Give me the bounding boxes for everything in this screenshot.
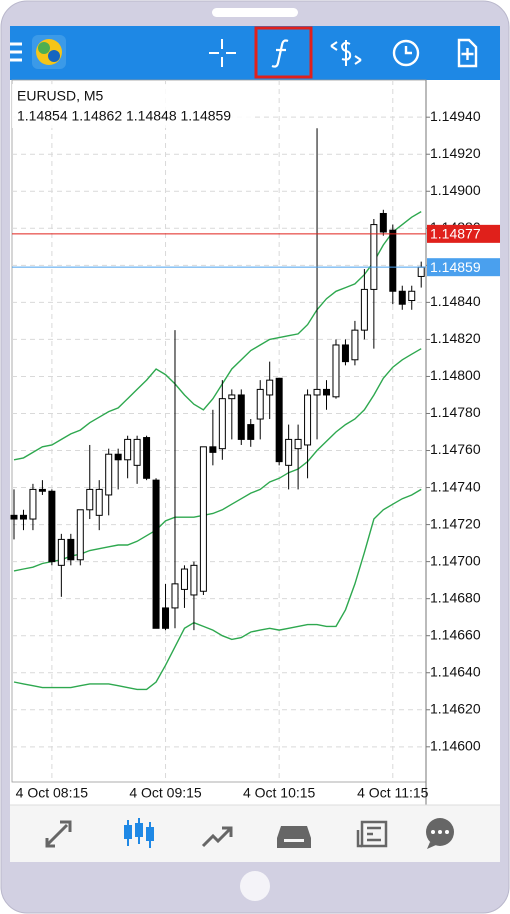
candle-body bbox=[180, 568, 188, 590]
candle-body bbox=[124, 438, 132, 461]
y-tick-label: 1.14900 bbox=[430, 182, 481, 198]
y-tick-label: 1.14740 bbox=[430, 478, 481, 494]
candle-body bbox=[171, 583, 179, 609]
quotes-tab[interactable] bbox=[45, 820, 72, 848]
plot bbox=[10, 128, 426, 691]
bollinger-band bbox=[13, 488, 422, 691]
candle-body bbox=[199, 446, 207, 592]
candle-body bbox=[341, 344, 349, 363]
price-tag bbox=[427, 224, 500, 243]
candle-body bbox=[209, 446, 217, 453]
bollinger-band bbox=[13, 210, 422, 461]
history-tab[interactable] bbox=[277, 826, 311, 848]
candle-body bbox=[417, 266, 425, 277]
candle-body bbox=[29, 488, 37, 520]
candle-body bbox=[48, 490, 56, 563]
y-tick-label: 1.14660 bbox=[430, 626, 481, 642]
x-tick-label: 4 Oct 08:15 bbox=[16, 785, 89, 801]
ohlc-readout: 1.14854 1.14862 1.14848 1.14859 bbox=[17, 108, 231, 124]
candle-body bbox=[162, 607, 170, 629]
axis: 1.14600 1.14620 1.14640 1.14660 1.14680 1.147… bbox=[16, 108, 500, 801]
candle-body bbox=[86, 488, 94, 511]
candle-body bbox=[285, 438, 293, 466]
y-tick-label: 1.14800 bbox=[430, 367, 481, 383]
y-tick-label: 1.14680 bbox=[430, 589, 481, 605]
candle-body bbox=[190, 564, 198, 596]
y-tick-label: 1.14620 bbox=[430, 700, 481, 716]
speaker bbox=[212, 8, 298, 17]
price-tag-label: 1.14859 bbox=[430, 259, 481, 275]
y-tick-label: 1.14820 bbox=[430, 330, 481, 346]
x-tick-label: 4 Oct 09:15 bbox=[129, 785, 202, 801]
y-tick-label: 1.14720 bbox=[430, 515, 481, 531]
candle-body bbox=[67, 538, 75, 561]
candle-body bbox=[152, 479, 160, 629]
candle-body bbox=[256, 388, 264, 420]
y-tick-label: 1.14640 bbox=[430, 663, 481, 679]
candle-body bbox=[370, 224, 378, 290]
candle-body bbox=[351, 329, 359, 361]
symbol-title: EURUSD, M5 bbox=[17, 88, 104, 104]
candle-body bbox=[114, 453, 122, 461]
candle-body bbox=[105, 453, 113, 496]
candle-body bbox=[38, 488, 46, 492]
candle-body bbox=[275, 377, 283, 463]
new-order-icon[interactable] bbox=[457, 38, 478, 68]
candle-body bbox=[247, 424, 255, 440]
candle-body bbox=[266, 379, 274, 396]
candle-body bbox=[218, 398, 226, 450]
candle-body bbox=[332, 344, 340, 398]
candle-body bbox=[133, 438, 141, 466]
info-backdrop bbox=[12, 84, 252, 128]
candle-body bbox=[313, 388, 321, 396]
candle-body bbox=[76, 509, 84, 561]
trade-tab[interactable] bbox=[201, 826, 233, 848]
x-tick-label: 4 Oct 11:15 bbox=[357, 785, 429, 801]
candle-body bbox=[294, 438, 302, 450]
candle-body bbox=[228, 394, 236, 400]
home-button[interactable] bbox=[240, 871, 270, 901]
candle-body bbox=[57, 538, 65, 566]
objects-icon[interactable] bbox=[330, 40, 362, 66]
candle-body bbox=[360, 288, 368, 331]
function-icon bbox=[271, 39, 289, 68]
candle-body bbox=[389, 229, 397, 292]
indicators-button[interactable] bbox=[262, 33, 305, 72]
news-tab[interactable] bbox=[356, 820, 388, 848]
candle-body bbox=[304, 394, 312, 446]
candle-body bbox=[19, 514, 27, 520]
candle-body bbox=[408, 290, 416, 302]
y-tick-label: 1.14780 bbox=[430, 404, 481, 420]
crosshair-icon[interactable] bbox=[209, 39, 236, 67]
y-tick-label: 1.14600 bbox=[430, 738, 481, 754]
menu-icon[interactable] bbox=[10, 42, 22, 62]
y-tick-label: 1.14940 bbox=[430, 108, 481, 124]
highlight-box bbox=[254, 26, 313, 79]
y-tick-label: 1.14700 bbox=[430, 552, 481, 568]
candle-body bbox=[237, 394, 245, 440]
candle-body bbox=[379, 212, 387, 233]
candle-body bbox=[398, 290, 406, 305]
bottom-nav bbox=[10, 805, 500, 862]
y-tick-label: 1.14760 bbox=[430, 441, 481, 457]
candle-body bbox=[143, 437, 151, 479]
candle-body bbox=[95, 488, 103, 516]
messages-tab[interactable] bbox=[426, 818, 454, 849]
timeframe-icon[interactable] bbox=[392, 39, 420, 67]
candle-body bbox=[323, 388, 331, 396]
x-tick-label: 4 Oct 10:15 bbox=[243, 785, 316, 801]
chart-tab[interactable] bbox=[124, 818, 154, 848]
y-tick-label: 1.14920 bbox=[430, 145, 481, 161]
price-tag bbox=[427, 258, 500, 277]
y-tick-label: 1.14840 bbox=[430, 293, 481, 309]
candle-body bbox=[10, 514, 18, 520]
price-tag-label: 1.14877 bbox=[430, 226, 481, 242]
app-logo[interactable] bbox=[32, 35, 66, 69]
